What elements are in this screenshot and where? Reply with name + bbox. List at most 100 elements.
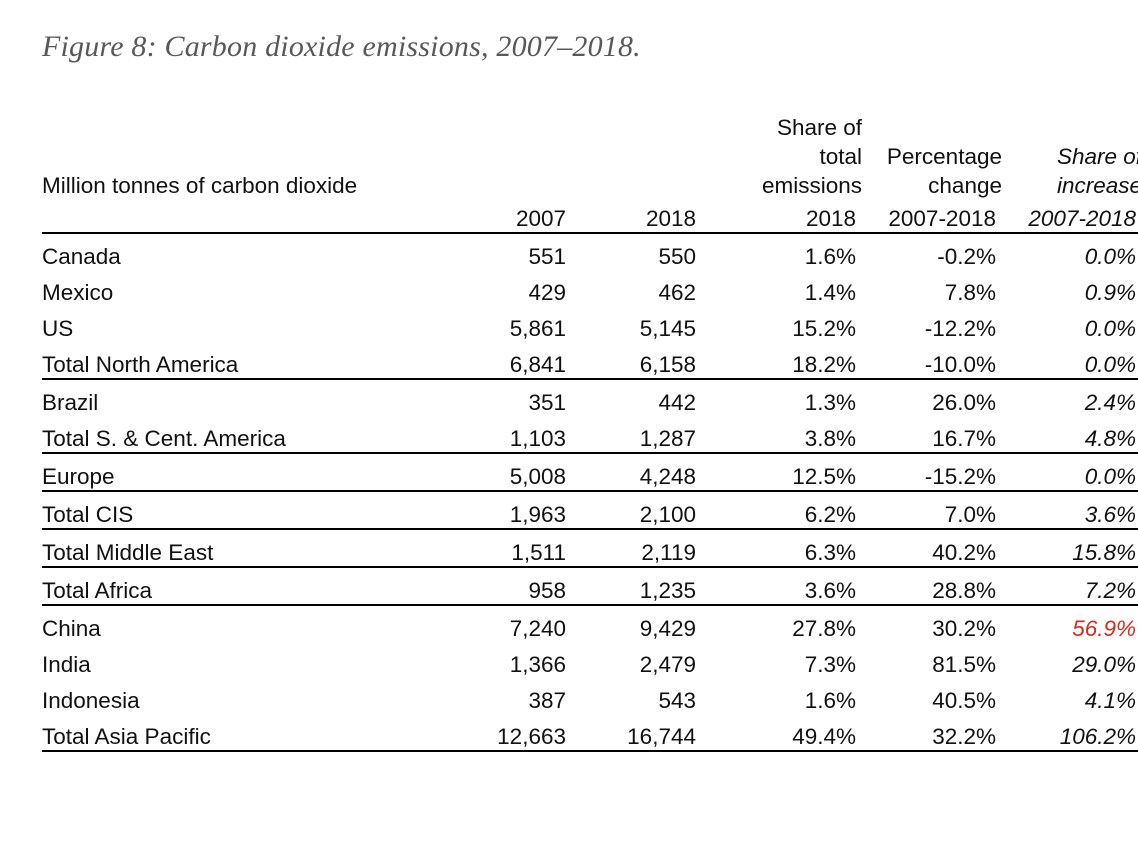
years-c2: 2018 bbox=[572, 200, 702, 233]
row-c5: 106.2% bbox=[1002, 714, 1138, 751]
table-row: Brazil3514421.3%26.0%2.4% bbox=[42, 379, 1138, 416]
table-row: Canada5515501.6%-0.2%0.0% bbox=[42, 233, 1138, 270]
years-blank bbox=[42, 200, 442, 233]
row-c5: 0.0% bbox=[1002, 453, 1138, 491]
row-c1: 551 bbox=[442, 233, 572, 270]
row-c2: 16,744 bbox=[572, 714, 702, 751]
row-label: Europe bbox=[42, 453, 442, 491]
row-c2: 2,100 bbox=[572, 491, 702, 529]
col-header-pct-change: Percentage change bbox=[862, 114, 1002, 200]
row-label: Total North America bbox=[42, 342, 442, 379]
row-c2: 550 bbox=[572, 233, 702, 270]
row-c4: 30.2% bbox=[862, 605, 1002, 642]
row-c4: 7.8% bbox=[862, 270, 1002, 306]
row-c3: 3.8% bbox=[702, 416, 862, 453]
row-c1: 1,963 bbox=[442, 491, 572, 529]
row-c2: 5,145 bbox=[572, 306, 702, 342]
row-c5: 0.0% bbox=[1002, 306, 1138, 342]
row-c1: 958 bbox=[442, 567, 572, 605]
col-header-2018 bbox=[572, 114, 702, 200]
row-c2: 9,429 bbox=[572, 605, 702, 642]
table-header-row: Million tonnes of carbon dioxide Share o… bbox=[42, 114, 1138, 200]
row-c5: 0.0% bbox=[1002, 233, 1138, 270]
row-label: Total S. & Cent. America bbox=[42, 416, 442, 453]
row-c4: 40.2% bbox=[862, 529, 1002, 567]
row-c2: 4,248 bbox=[572, 453, 702, 491]
row-c5: 15.8% bbox=[1002, 529, 1138, 567]
row-c2: 6,158 bbox=[572, 342, 702, 379]
row-label: Indonesia bbox=[42, 678, 442, 714]
row-c3: 1.6% bbox=[702, 678, 862, 714]
row-label: India bbox=[42, 642, 442, 678]
row-label: Brazil bbox=[42, 379, 442, 416]
row-c3: 18.2% bbox=[702, 342, 862, 379]
figure-page: Figure 8: Carbon dioxide emissions, 2007… bbox=[0, 0, 1138, 854]
row-c2: 543 bbox=[572, 678, 702, 714]
row-c1: 1,366 bbox=[442, 642, 572, 678]
row-c3: 49.4% bbox=[702, 714, 862, 751]
row-c4: 32.2% bbox=[862, 714, 1002, 751]
row-c4: 28.8% bbox=[862, 567, 1002, 605]
figure-title: Figure 8: Carbon dioxide emissions, 2007… bbox=[42, 30, 1096, 64]
row-label: Mexico bbox=[42, 270, 442, 306]
table-row: Total CIS1,9632,1006.2%7.0%3.6% bbox=[42, 491, 1138, 529]
table-caption: Million tonnes of carbon dioxide bbox=[42, 114, 442, 200]
row-c3: 1.6% bbox=[702, 233, 862, 270]
years-c5: 2007-2018 bbox=[1002, 200, 1138, 233]
row-label: Total Asia Pacific bbox=[42, 714, 442, 751]
row-c3: 3.6% bbox=[702, 567, 862, 605]
row-label: Total CIS bbox=[42, 491, 442, 529]
row-label: Total Middle East bbox=[42, 529, 442, 567]
table-body: Canada5515501.6%-0.2%0.0%Mexico4294621.4… bbox=[42, 233, 1138, 751]
row-c4: 40.5% bbox=[862, 678, 1002, 714]
row-c1: 351 bbox=[442, 379, 572, 416]
col-header-share-total: Share of total emissions bbox=[702, 114, 862, 200]
row-c2: 442 bbox=[572, 379, 702, 416]
row-c2: 2,479 bbox=[572, 642, 702, 678]
row-c4: 16.7% bbox=[862, 416, 1002, 453]
row-c3: 6.3% bbox=[702, 529, 862, 567]
years-c3: 2018 bbox=[702, 200, 862, 233]
row-c4: -10.0% bbox=[862, 342, 1002, 379]
col-header-2007 bbox=[442, 114, 572, 200]
row-c1: 12,663 bbox=[442, 714, 572, 751]
row-c5: 0.9% bbox=[1002, 270, 1138, 306]
table-row: US5,8615,14515.2%-12.2%0.0% bbox=[42, 306, 1138, 342]
table-row: Mexico4294621.4%7.8%0.9% bbox=[42, 270, 1138, 306]
row-c5: 29.0% bbox=[1002, 642, 1138, 678]
row-c4: 81.5% bbox=[862, 642, 1002, 678]
row-c3: 12.5% bbox=[702, 453, 862, 491]
row-label: China bbox=[42, 605, 442, 642]
table-row: Total Africa9581,2353.6%28.8%7.2% bbox=[42, 567, 1138, 605]
row-c5: 2.4% bbox=[1002, 379, 1138, 416]
row-c2: 1,235 bbox=[572, 567, 702, 605]
col-header-share-increase: Share of increase bbox=[1002, 114, 1138, 200]
row-c4: -12.2% bbox=[862, 306, 1002, 342]
row-c1: 7,240 bbox=[442, 605, 572, 642]
table-row: Total Middle East1,5112,1196.3%40.2%15.8… bbox=[42, 529, 1138, 567]
emissions-table: Million tonnes of carbon dioxide Share o… bbox=[42, 114, 1138, 752]
row-c5: 0.0% bbox=[1002, 342, 1138, 379]
row-c5: 56.9% bbox=[1002, 605, 1138, 642]
row-label: Canada bbox=[42, 233, 442, 270]
row-label: Total Africa bbox=[42, 567, 442, 605]
table-row: Total S. & Cent. America1,1031,2873.8%16… bbox=[42, 416, 1138, 453]
row-c1: 1,511 bbox=[442, 529, 572, 567]
row-c4: -15.2% bbox=[862, 453, 1002, 491]
years-c4: 2007-2018 bbox=[862, 200, 1002, 233]
row-c4: 7.0% bbox=[862, 491, 1002, 529]
row-c3: 27.8% bbox=[702, 605, 862, 642]
row-label: US bbox=[42, 306, 442, 342]
table-row: Europe5,0084,24812.5%-15.2%0.0% bbox=[42, 453, 1138, 491]
row-c1: 387 bbox=[442, 678, 572, 714]
row-c2: 2,119 bbox=[572, 529, 702, 567]
row-c1: 5,861 bbox=[442, 306, 572, 342]
row-c3: 15.2% bbox=[702, 306, 862, 342]
table-row: India1,3662,4797.3%81.5%29.0% bbox=[42, 642, 1138, 678]
row-c1: 6,841 bbox=[442, 342, 572, 379]
row-c3: 6.2% bbox=[702, 491, 862, 529]
row-c3: 1.4% bbox=[702, 270, 862, 306]
row-c4: 26.0% bbox=[862, 379, 1002, 416]
row-c5: 7.2% bbox=[1002, 567, 1138, 605]
row-c3: 7.3% bbox=[702, 642, 862, 678]
